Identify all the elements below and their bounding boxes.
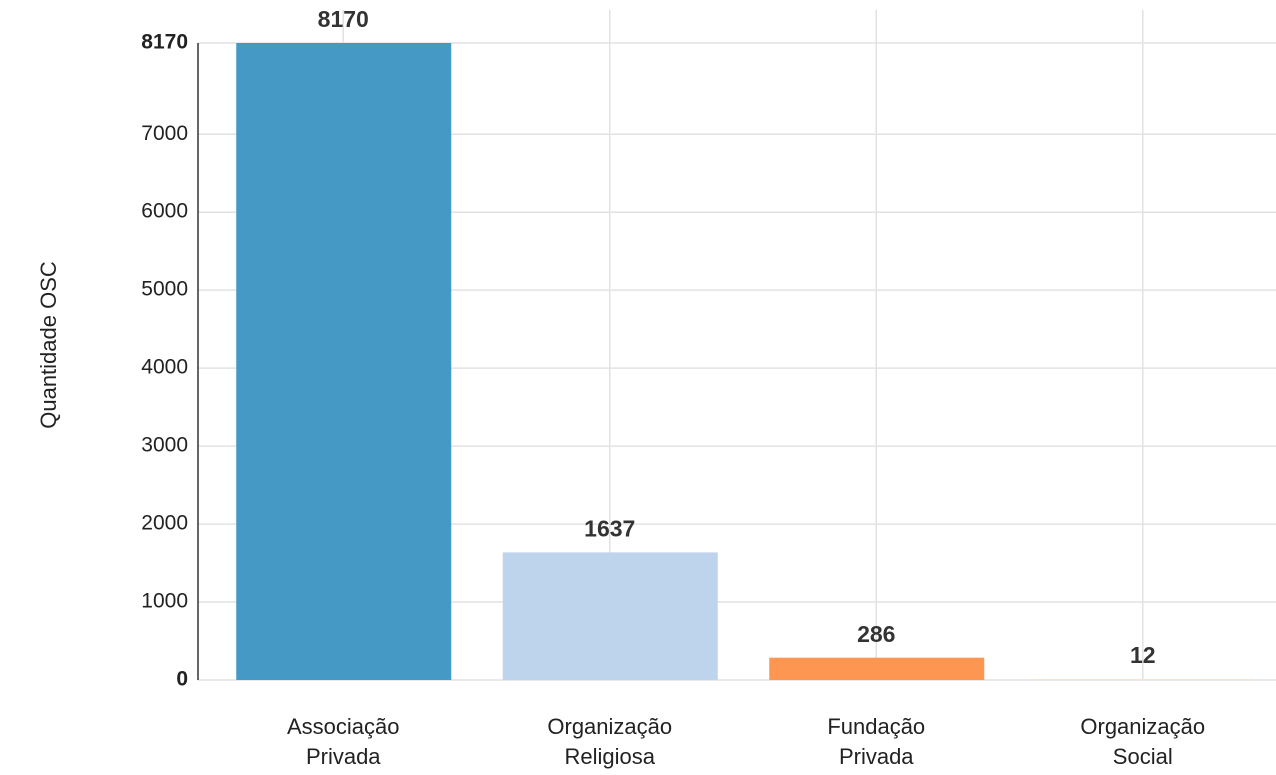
x-tick-line: Social [1113, 744, 1173, 769]
y-tick-label: 3000 [141, 434, 188, 457]
value-label: 286 [857, 621, 895, 647]
value-label: 8170 [318, 6, 369, 32]
y-tick-label: 0 [176, 668, 188, 691]
x-tick-line: Fundação [827, 714, 925, 739]
x-tick-line: Privada [839, 744, 914, 769]
bar [502, 552, 718, 680]
x-tick-label: Fundação Privada [827, 714, 925, 769]
x-tick-line: Organização [547, 714, 672, 739]
x-tick-label: Organização Religiosa [547, 714, 672, 769]
bar [769, 657, 985, 680]
bar [236, 43, 452, 680]
y-tick-label: 5000 [141, 278, 188, 301]
y-tick-label: 7000 [141, 122, 188, 145]
value-label: 12 [1130, 642, 1156, 668]
x-tick-label: Organização Social [1080, 714, 1205, 769]
x-tick-line: Religiosa [565, 744, 656, 769]
y-tick-label: 6000 [141, 200, 188, 223]
x-tick-line: Organização [1080, 714, 1205, 739]
bar [1035, 679, 1251, 680]
x-tick-line: Associação [287, 714, 400, 739]
value-label: 1637 [584, 515, 635, 541]
y-tick-label: 2000 [141, 512, 188, 535]
y-tick-label: 1000 [141, 590, 188, 613]
x-tick-line: Privada [306, 744, 381, 769]
y-tick-label: 4000 [141, 356, 188, 379]
x-tick-label: Associação Privada [287, 714, 400, 769]
y-axis-label: Quantidade OSC [36, 261, 61, 429]
y-tick-label: 8170 [141, 31, 188, 54]
